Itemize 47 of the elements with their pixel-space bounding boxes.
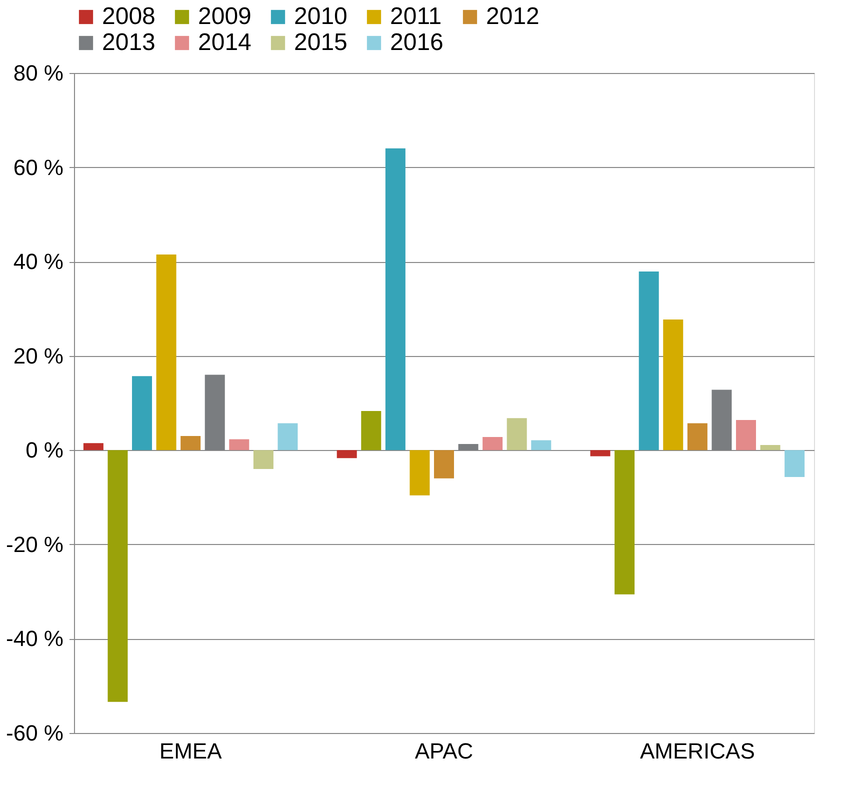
bar [663, 320, 684, 450]
bar [132, 376, 152, 450]
legend-label: 2016 [390, 29, 444, 56]
y-tick-label: 60 % [13, 154, 64, 180]
y-tick-label: 0 % [26, 438, 64, 463]
x-tick-label: AMERICAS [640, 738, 755, 764]
bar [108, 450, 128, 702]
y-tick-label: -20 % [6, 532, 64, 557]
bar [760, 444, 780, 450]
bar [638, 271, 659, 450]
bar [434, 450, 454, 478]
bar [482, 436, 503, 450]
legend-label: 2010 [294, 3, 348, 30]
legend-label: 2012 [486, 3, 540, 30]
legend-label: 2014 [198, 29, 252, 56]
legend-label: 2015 [294, 29, 348, 56]
y-tick-label: 40 % [13, 249, 64, 274]
bar [590, 450, 610, 456]
bar [229, 439, 250, 450]
legend-label: 2013 [102, 29, 156, 56]
x-tick-label: APAC [414, 738, 474, 764]
bar [156, 254, 176, 450]
legend-label: 2009 [198, 3, 252, 30]
legend-label: 2008 [102, 3, 156, 30]
bar [361, 411, 382, 450]
y-tick-label: -60 % [6, 720, 64, 746]
bar [278, 423, 298, 450]
bar [385, 148, 406, 450]
y-tick-label: 80 % [13, 60, 64, 86]
bar [687, 423, 708, 450]
bar [204, 374, 225, 450]
bar [253, 450, 274, 469]
bar [506, 418, 527, 450]
y-tick-label: -40 % [6, 626, 64, 652]
bar [180, 436, 201, 450]
bar [531, 440, 552, 450]
x-tick-label: EMEA [159, 738, 222, 764]
bar [83, 443, 104, 450]
legend-label: 2011 [390, 3, 442, 30]
bar [458, 444, 478, 450]
bar [736, 420, 756, 450]
bar [614, 450, 635, 594]
y-tick-label: 20 % [13, 343, 64, 368]
bar [336, 450, 357, 458]
bar [784, 450, 805, 478]
bar [712, 390, 732, 450]
bar [410, 450, 430, 496]
